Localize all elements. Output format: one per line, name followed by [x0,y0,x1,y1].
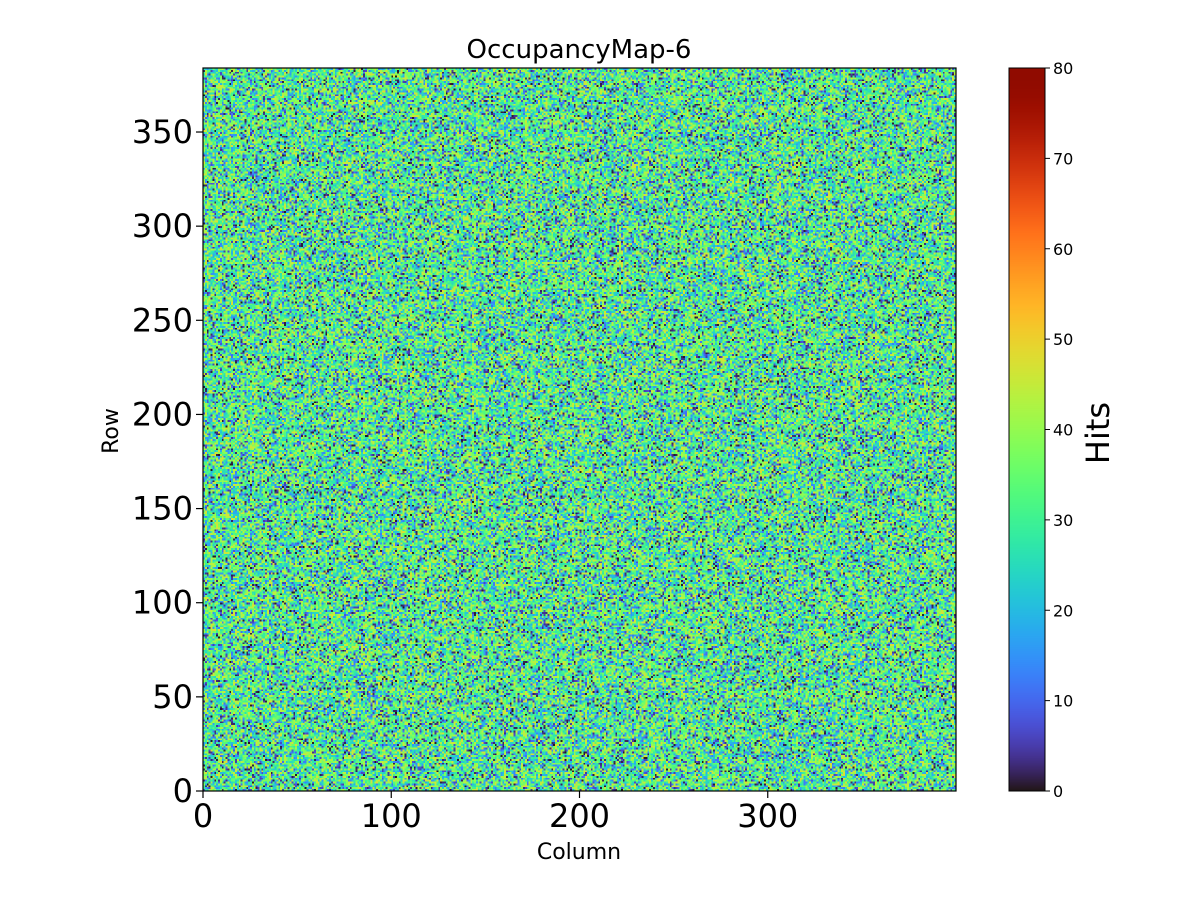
colorbar-tick-label: 40 [1053,421,1073,440]
colorbar-label: Hits [1079,402,1117,464]
colorbar-tick-label: 30 [1053,511,1073,530]
colorbar-tick-label: 20 [1053,601,1073,620]
y-tick-label: 250 [132,301,193,339]
x-tick-label: 100 [361,797,422,835]
x-axis: 0 100 200 300 [193,791,798,835]
colorbar-tick-label: 0 [1053,782,1063,801]
y-tick-label: 350 [132,113,193,151]
colorbar-axis: 0 10 20 30 40 50 60 70 80 [1045,59,1073,801]
y-axis-label: Row [99,408,124,454]
x-axis-label: Column [537,840,621,865]
colorbar-tick-label: 10 [1053,692,1073,711]
chart-title: OccupancyMap-6 [467,35,692,65]
plot-frame [202,67,957,792]
y-tick-label: 200 [132,395,193,433]
x-tick-label: 200 [549,797,610,835]
colorbar-gradient [1009,68,1045,791]
x-tick-label: 300 [737,797,798,835]
heatmap-image [203,68,956,791]
colorbar-frame [1008,67,1046,792]
y-tick-label: 150 [132,490,193,528]
y-tick-label: 300 [132,207,193,245]
y-tick-label: 50 [152,678,193,716]
colorbar-tick-label: 70 [1053,149,1073,168]
colorbar-tick-label: 60 [1053,240,1073,259]
x-tick-label: 0 [193,797,213,835]
colorbar-tick-label: 80 [1053,59,1073,78]
y-tick-label: 100 [132,584,193,622]
y-tick-label: 0 [173,772,193,810]
colorbar-tick-label: 50 [1053,330,1073,349]
y-axis: 0 50 100 150 200 250 300 350 [132,113,203,810]
